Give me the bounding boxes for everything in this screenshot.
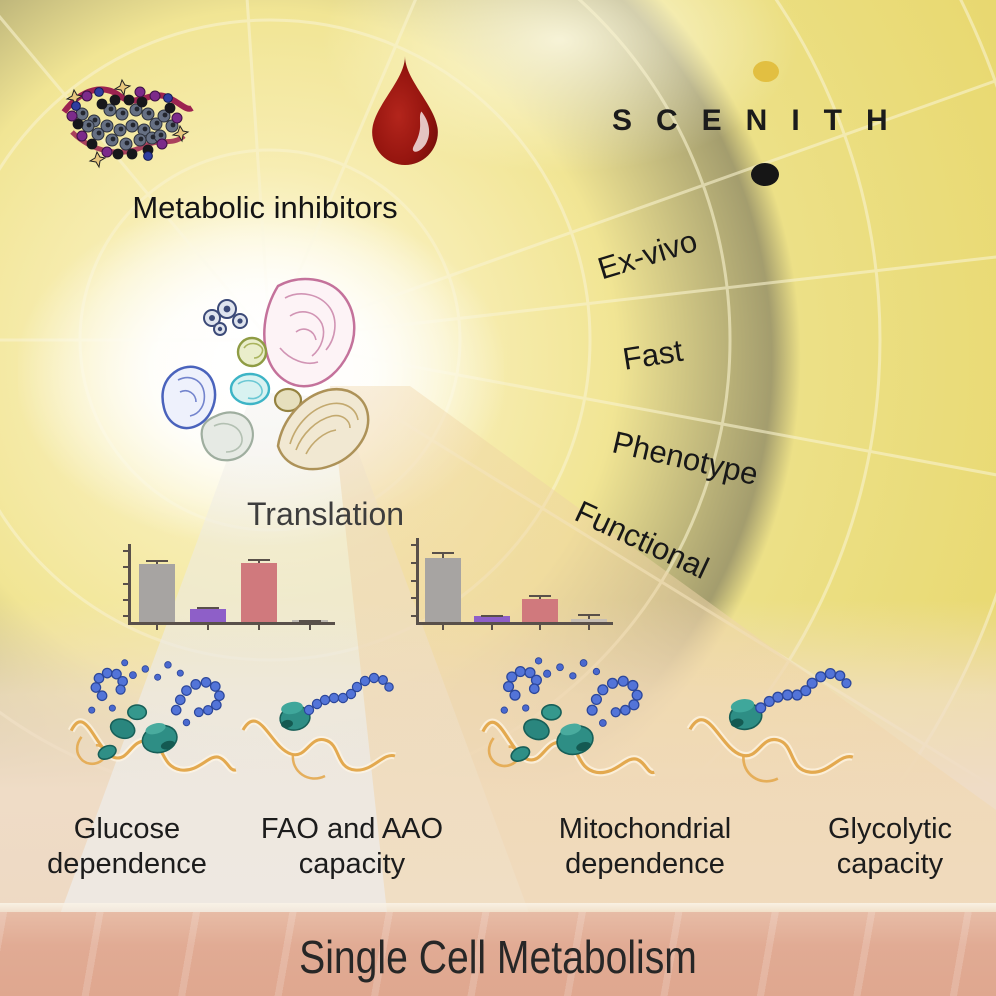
x-axis-tick	[490, 625, 493, 630]
banner-top-edge	[0, 903, 996, 914]
error-bar	[577, 614, 600, 619]
single-cell-metabolism-title: Single Cell Metabolism	[299, 931, 697, 983]
tissue-sections-illustration	[161, 277, 370, 471]
error-bar	[432, 552, 455, 559]
x-axis-tick	[155, 625, 158, 630]
polysome-low-icon	[235, 656, 405, 796]
bar-slot	[567, 538, 611, 630]
y-axis-tick	[123, 582, 128, 585]
banner-strip	[0, 912, 996, 996]
y-axis-tick	[123, 566, 128, 569]
bar-slot	[186, 544, 230, 630]
chart-plot-area	[123, 544, 335, 630]
metabolic-inhibitors-icon	[61, 78, 194, 169]
x-axis-tick	[587, 625, 590, 630]
bar	[522, 599, 559, 622]
translation-bar-chart-left	[112, 540, 337, 637]
scenith-title: SCENITH	[612, 104, 912, 137]
x-axis-tick	[539, 625, 542, 630]
error-bar	[298, 619, 321, 622]
error-bar	[529, 595, 552, 600]
y-axis-tick	[411, 562, 416, 565]
label-mitochondrial-dependence: Mitochondrial dependence	[558, 813, 732, 880]
x-axis-tick	[206, 625, 209, 630]
bar-slot	[288, 544, 332, 630]
x-axis-tick	[257, 625, 260, 630]
bar	[189, 608, 226, 622]
y-axis-tick	[123, 615, 128, 618]
y-axis-tick	[123, 549, 128, 552]
black-dot-icon	[751, 163, 779, 186]
error-bar	[480, 614, 503, 617]
polysome-high-icon	[475, 648, 660, 798]
y-axis-tick	[411, 597, 416, 600]
label-fao-aao-capacity: FAO and AAO capacity	[260, 813, 444, 880]
label-glucose-dependence: Glucose dependence	[47, 813, 207, 880]
translation-label: Translation	[246, 496, 405, 532]
error-bar	[196, 607, 219, 610]
bar-slot	[237, 544, 281, 630]
y-axis-tick	[411, 544, 416, 547]
polysome-high-icon	[65, 650, 240, 795]
bar-slot	[518, 538, 562, 630]
bar	[425, 558, 462, 622]
beam-right	[330, 386, 996, 996]
blood-drop-icon	[372, 56, 438, 165]
y-axis-tick	[123, 598, 128, 601]
chart-plot-area	[411, 538, 613, 630]
bar	[473, 616, 510, 622]
label-glycolytic-capacity: Glycolytic capacity	[827, 813, 953, 880]
yellow-dot-icon	[753, 61, 779, 82]
bar-slot	[421, 538, 465, 630]
bar	[570, 618, 607, 622]
bar	[138, 564, 175, 622]
y-axis-tick	[411, 579, 416, 582]
bar	[240, 562, 277, 622]
x-axis-tick	[442, 625, 445, 630]
error-bar	[145, 559, 168, 565]
bar-slot	[135, 544, 179, 630]
translation-bar-chart-right	[400, 534, 615, 637]
x-axis-tick	[308, 625, 311, 630]
polysome-low-icon	[680, 650, 865, 800]
metabolic-inhibitors-label: Metabolic inhibitors	[132, 190, 398, 225]
bar-slot	[470, 538, 514, 630]
y-axis-tick	[411, 614, 416, 617]
error-bar	[247, 559, 270, 563]
